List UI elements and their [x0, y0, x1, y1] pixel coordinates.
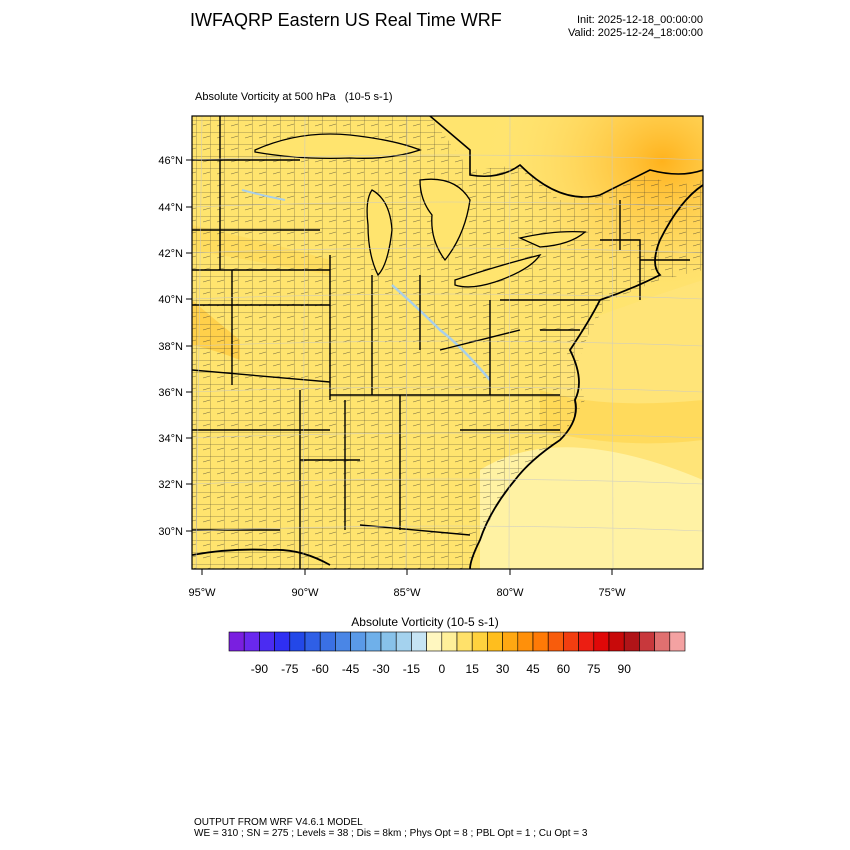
colorbar-label: 90	[618, 662, 632, 676]
colorbar-swatch	[426, 631, 443, 652]
colorbar-label: 45	[526, 662, 540, 676]
lake-huron	[419, 178, 471, 262]
colorbar-label: 75	[587, 662, 601, 676]
colorbar	[228, 631, 686, 652]
model-info: OUTPUT FROM WRF V4.6.1 MODEL	[194, 817, 363, 828]
colorbar-label: 30	[496, 662, 510, 676]
colorbar-swatch	[471, 631, 488, 652]
field-title: Absolute Vorticity at 500 hPa (10-5 s-1)	[195, 91, 393, 103]
model-config: WE = 310 ; SN = 275 ; Levels = 38 ; Dis …	[194, 828, 588, 839]
state-boundaries	[192, 116, 690, 569]
lon-label: 85°W	[393, 587, 421, 599]
colorbar-label: -75	[281, 662, 299, 676]
colorbar-swatch	[365, 631, 382, 652]
colorbar-swatch	[380, 631, 397, 652]
colorbar-label: -90	[251, 662, 269, 676]
colorbar-swatch	[274, 631, 291, 652]
colorbar-label: -45	[342, 662, 360, 676]
colorbar-swatch	[259, 631, 275, 652]
lat-label: 34°N	[158, 433, 183, 445]
colorbar-title: Absolute Vorticity (10-5 s-1)	[351, 615, 499, 629]
colorbar-swatch	[350, 631, 367, 652]
colorbar-swatch	[395, 631, 412, 652]
colorbar-swatch	[593, 631, 610, 652]
colorbar-label: -30	[372, 662, 390, 676]
lon-label: 95°W	[188, 587, 216, 599]
colorbar-swatch	[532, 631, 549, 652]
lon-label: 90°W	[291, 587, 319, 599]
colorbar-label: 0	[438, 662, 445, 676]
lake-ontario	[517, 230, 587, 248]
colorbar-swatch	[669, 631, 686, 652]
colorbar-swatch	[289, 631, 306, 652]
lat-label: 36°N	[158, 387, 183, 399]
lon-labels: 95°W 90°W 85°W 80°W 75°W	[188, 587, 626, 599]
colorbar-swatch	[517, 631, 534, 652]
coastline	[469, 184, 703, 569]
lake-erie	[454, 253, 542, 288]
colorbar-swatch	[487, 631, 503, 652]
colorbar-swatch	[578, 631, 595, 652]
lat-label: 40°N	[158, 294, 183, 306]
map-frame	[191, 115, 704, 570]
lat-label: 32°N	[158, 479, 183, 491]
colorbar-swatch	[547, 631, 564, 652]
colorbar-swatch	[319, 631, 336, 652]
lat-label: 44°N	[158, 202, 183, 214]
colorbar-swatch	[456, 631, 473, 652]
county-boundaries	[192, 116, 703, 569]
plot-title: IWFAQRP Eastern US Real Time WRF	[190, 10, 502, 30]
colorbar-swatch	[304, 631, 321, 652]
ohio-river	[391, 284, 491, 381]
colorbar-label: -15	[403, 662, 421, 676]
lon-ticks	[201, 569, 613, 575]
colorbar-label: 60	[557, 662, 571, 676]
lat-labels: 46°N 44°N 42°N 40°N 38°N 36°N 34°N 32°N …	[158, 155, 183, 538]
lat-label: 46°N	[158, 155, 183, 167]
grid-lines	[192, 116, 703, 569]
colorbar-swatch	[228, 631, 245, 652]
colorbar-swatch	[623, 631, 640, 652]
lat-label: 38°N	[158, 341, 183, 353]
colorbar-label: -60	[312, 662, 330, 676]
lon-label: 80°W	[496, 587, 524, 599]
lake-michigan	[366, 189, 393, 277]
lat-label: 30°N	[158, 526, 183, 538]
lon-label: 75°W	[598, 587, 626, 599]
lat-label: 42°N	[158, 248, 183, 260]
colorbar-label: 15	[466, 662, 480, 676]
colorbar-labels: -90 -75 -60 -45 -30 -15 0 15 30 45 60 75 90	[251, 662, 631, 676]
colorbar-swatch	[441, 631, 458, 652]
colorbar-swatch	[563, 631, 579, 652]
colorbar-swatch	[335, 631, 351, 652]
colorbar-swatch	[608, 631, 625, 652]
map-panel	[192, 116, 703, 569]
colorbar-swatch	[243, 631, 260, 652]
colorbar-swatch	[502, 631, 519, 652]
colorbar-swatch	[639, 631, 655, 652]
lat-ticks	[186, 159, 192, 532]
init-time: Init: 2025-12-18_00:00:00	[577, 14, 703, 26]
colorbar-swatch	[654, 631, 671, 652]
lake-superior	[254, 133, 422, 160]
valid-time: Valid: 2025-12-24_18:00:00	[568, 27, 703, 39]
colorbar-swatch	[411, 631, 427, 652]
